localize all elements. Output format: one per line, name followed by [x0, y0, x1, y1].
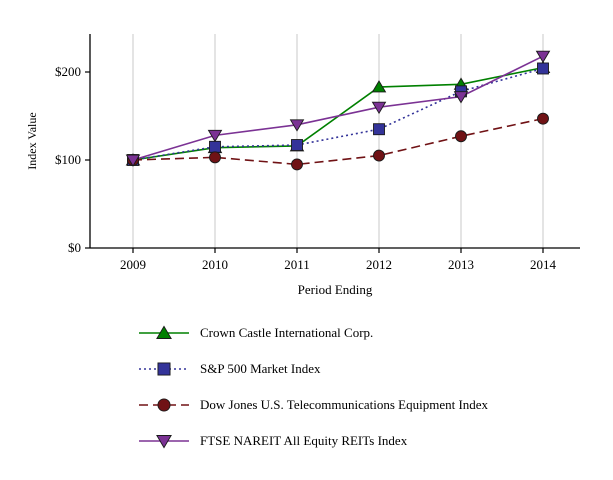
- triangle-down-marker: [371, 101, 387, 115]
- y-tick-label: $100: [55, 152, 81, 167]
- legend-label: S&P 500 Market Index: [200, 361, 321, 376]
- triangle-up-marker: [156, 325, 172, 339]
- legend-item: FTSE NAREIT All Equity REITs Index: [138, 430, 488, 452]
- series-line: [132, 66, 544, 161]
- circle-marker: [157, 398, 171, 412]
- x-tick-label: 2013: [448, 257, 474, 272]
- legend-label: Dow Jones U.S. Telecommunications Equipm…: [200, 397, 489, 412]
- triangle-down-marker: [289, 119, 305, 132]
- x-tick-label: 2010: [202, 257, 228, 272]
- legend-item: Crown Castle International Corp.: [138, 322, 488, 344]
- legend-item: S&P 500 Market Index: [138, 358, 488, 380]
- triangle-down-marker: [453, 91, 469, 104]
- series-line: [132, 55, 544, 161]
- x-tick-label: 2014: [530, 257, 557, 272]
- y-tick-label: $200: [55, 64, 81, 79]
- x-axis-title: Period Ending: [298, 282, 373, 297]
- circle-marker: [455, 130, 467, 143]
- square-marker: [291, 139, 303, 151]
- legend-marker-sample: [139, 435, 189, 449]
- square-marker: [537, 62, 549, 75]
- square-marker: [373, 123, 385, 136]
- x-tick-label: 2009: [120, 257, 146, 272]
- legend-label: FTSE NAREIT All Equity REITs Index: [200, 433, 408, 448]
- legend-marker-sample: [139, 362, 189, 376]
- triangle-down-marker: [535, 50, 551, 64]
- x-tick-label: 2012: [366, 257, 392, 272]
- legend-item: Dow Jones U.S. Telecommunications Equipm…: [138, 394, 488, 416]
- circle-marker: [209, 151, 221, 164]
- triangle-up-marker: [371, 80, 387, 93]
- legend-marker-sample: [139, 398, 189, 412]
- chart-legend: Crown Castle International Corp. S&P 500 …: [138, 322, 488, 466]
- square-marker: [157, 362, 171, 376]
- triangle-down-marker: [125, 154, 141, 167]
- circle-marker: [373, 149, 385, 162]
- legend-marker-sample: [139, 325, 189, 339]
- triangle-down-marker: [207, 129, 223, 143]
- circle-marker: [291, 158, 303, 171]
- y-tick-label: $0: [68, 240, 81, 255]
- triangle-down-marker: [156, 435, 172, 449]
- square-marker: [209, 140, 221, 153]
- series-line: [132, 67, 544, 161]
- y-axis-title: Index Value: [25, 112, 39, 169]
- x-tick-label: 2011: [284, 257, 310, 272]
- legend-label: Crown Castle International Corp.: [200, 325, 374, 340]
- circle-marker: [537, 112, 549, 125]
- performance-line-chart: $0 $100 $200 2009 2010 2011 2012 2013 2014 Index …: [25, 34, 580, 297]
